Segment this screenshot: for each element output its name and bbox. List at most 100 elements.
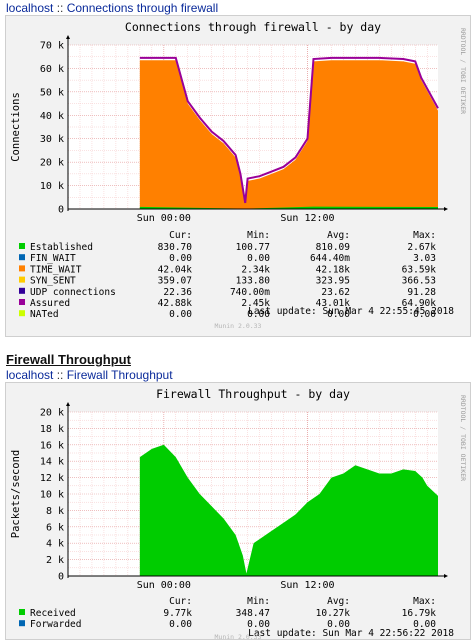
legend-value-max: 91.28 bbox=[407, 287, 436, 298]
legend-value-avg: 23.62 bbox=[321, 287, 350, 298]
series-line-assured bbox=[139, 56, 439, 204]
legend-value-avg: 42.18k bbox=[316, 264, 351, 275]
legend-value-min: 2.34k bbox=[241, 264, 270, 275]
x-tick-label: Sun 12:00 bbox=[280, 213, 334, 224]
last-update: Last update: Sun Mar 4 22:56:22 2018 bbox=[248, 628, 454, 639]
y-axis-label: Connections bbox=[10, 92, 22, 162]
legend-value-min: 0.00 bbox=[247, 309, 270, 320]
legend-value-avg: 644.40m bbox=[310, 253, 350, 264]
legend-value-cur: 22.36 bbox=[163, 287, 192, 298]
x-tick-label: Sun 12:00 bbox=[280, 580, 334, 591]
legend-value-max: 2.67k bbox=[407, 242, 436, 253]
legend-value-min: 740.00m bbox=[230, 287, 270, 298]
legend-value-cur: 830.70 bbox=[158, 242, 193, 253]
series-area-established bbox=[139, 206, 438, 209]
y-tick-label: 0 bbox=[58, 572, 64, 583]
legend-value-max: 63.59k bbox=[402, 264, 437, 275]
series-area-time-wait bbox=[139, 60, 438, 209]
y-tick-label: 18 k bbox=[40, 424, 64, 435]
legend-name: Received bbox=[30, 608, 76, 619]
y-tick-label: 4 k bbox=[46, 539, 64, 550]
legend-swatch bbox=[19, 243, 25, 249]
y-tick-label: 8 k bbox=[46, 506, 64, 517]
legend-value-max: 64.90k bbox=[402, 298, 437, 309]
legend-name: Forwarded bbox=[30, 619, 81, 630]
munin-watermark: Munin 2.0.33 bbox=[215, 633, 262, 639]
y-tick-label: 2 k bbox=[46, 555, 64, 566]
connections-graph-svg: Connections through firewall - by day 0 10… bbox=[10, 20, 467, 330]
legend-name: NATed bbox=[30, 309, 59, 320]
legend-name: Assured bbox=[30, 298, 70, 309]
legend-value-cur: 0.00 bbox=[169, 619, 192, 630]
x-tick-label: Sun 00:00 bbox=[137, 213, 191, 224]
y-tick-label: 12 k bbox=[40, 473, 64, 484]
y-tick-label: 14 k bbox=[40, 457, 64, 468]
legend-value-min: 0.00 bbox=[247, 619, 270, 630]
y-tick-label: 40 k bbox=[40, 111, 64, 122]
y-tick-label: 10 k bbox=[40, 181, 64, 192]
breadcrumb-graph-link[interactable]: Connections through firewall bbox=[66, 1, 219, 15]
legend-value-cur: 0.00 bbox=[169, 253, 192, 264]
legend-swatch bbox=[19, 620, 25, 627]
y-tick-label: 20 k bbox=[40, 408, 64, 419]
throughput-graph-svg: Firewall Throughput - by day 0 2 k 4 k 6 k 8 … bbox=[10, 387, 467, 639]
y-axis-label: Packets/second bbox=[10, 450, 22, 539]
legend-header: Max: bbox=[413, 230, 436, 241]
y-axis-arrow bbox=[66, 402, 70, 406]
legend-name: Established bbox=[30, 242, 93, 253]
legend-value-avg: 810.09 bbox=[316, 242, 351, 253]
legend-swatch bbox=[19, 254, 25, 261]
legend-name: UDP connections bbox=[30, 287, 116, 298]
legend-header: Max: bbox=[413, 596, 436, 607]
legend-value-max: 16.79k bbox=[402, 608, 437, 619]
legend-value-cur: 359.07 bbox=[158, 276, 192, 287]
y-tick-label: 60 k bbox=[40, 64, 64, 75]
y-tick-label: 10 k bbox=[40, 490, 64, 501]
legend-swatch bbox=[19, 310, 25, 317]
graph-title: Firewall Throughput - by day bbox=[156, 387, 350, 401]
legend-swatch bbox=[19, 299, 25, 305]
breadcrumb-graph-link[interactable]: Firewall Throughput bbox=[66, 368, 173, 382]
legend-value-cur: 9.77k bbox=[163, 608, 192, 619]
legend-value-max: 3.03 bbox=[413, 253, 436, 264]
y-tick-label: 0 bbox=[58, 205, 64, 216]
legend-swatch bbox=[19, 276, 25, 283]
legend-value-min: 348.47 bbox=[236, 608, 270, 619]
y-tick-label: 16 k bbox=[40, 440, 64, 451]
rrdtool-side-text: RRDTOOL / TOBI OETIKER bbox=[459, 395, 467, 481]
legend-value-min: 0.00 bbox=[247, 253, 270, 264]
graph-title: Connections through firewall - by day bbox=[125, 20, 381, 34]
legend-value-max: 0.00 bbox=[413, 309, 436, 320]
legend-header: Avg: bbox=[327, 230, 350, 241]
y-axis-arrow bbox=[66, 35, 70, 39]
legend-swatch bbox=[19, 609, 25, 615]
throughput-graph[interactable]: Firewall Throughput - by day 0 2 k 4 k 6 k 8 … bbox=[5, 382, 471, 640]
legend-value-cur: 42.04k bbox=[158, 264, 193, 275]
y-tick-label: 30 k bbox=[40, 134, 64, 145]
y-tick-label: 6 k bbox=[46, 522, 64, 533]
legend-value-cur: 42.88k bbox=[158, 298, 193, 309]
connections-graph[interactable]: Connections through firewall - by day 0 10… bbox=[5, 15, 471, 337]
legend-value-avg: 323.95 bbox=[316, 276, 350, 287]
legend-value-max: 366.53 bbox=[402, 276, 436, 287]
legend-value-avg: 0.00 bbox=[327, 309, 350, 320]
legend-header: Min: bbox=[247, 596, 270, 607]
legend-name: FIN_WAIT bbox=[30, 253, 76, 264]
legend-value-avg: 0.00 bbox=[327, 619, 350, 630]
breadcrumb-host-link[interactable]: localhost bbox=[6, 368, 54, 382]
legend-value-avg: 10.27k bbox=[316, 608, 351, 619]
legend-header: Cur: bbox=[169, 596, 192, 607]
breadcrumb-separator: :: bbox=[53, 1, 67, 15]
breadcrumb-throughput: localhost :: Firewall Throughput bbox=[6, 368, 173, 382]
legend-value-cur: 0.00 bbox=[169, 309, 192, 320]
rrdtool-side-text: RRDTOOL / TOBI OETIKER bbox=[459, 28, 467, 114]
legend-value-min: 100.77 bbox=[236, 242, 270, 253]
legend-header: Cur: bbox=[169, 230, 192, 241]
x-axis-arrow bbox=[444, 574, 448, 578]
breadcrumb-host-link[interactable]: localhost bbox=[6, 1, 54, 15]
legend-swatch bbox=[19, 265, 25, 272]
section-title-throughput: Firewall Throughput bbox=[6, 352, 131, 367]
x-axis-arrow bbox=[444, 207, 448, 211]
legend-value-avg: 43.01k bbox=[316, 298, 351, 309]
legend-header: Avg: bbox=[327, 596, 350, 607]
